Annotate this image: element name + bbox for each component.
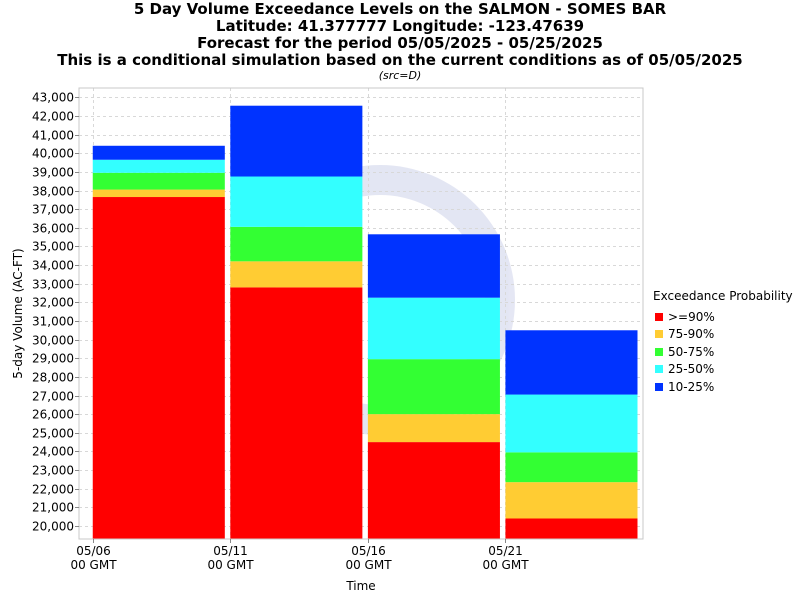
y-tick-label: 39,000	[32, 166, 74, 180]
bar-segment	[92, 172, 225, 190]
chart-subtitle: (src=D)	[378, 69, 422, 82]
y-tick-label: 42,000	[32, 110, 74, 124]
y-tick-label: 43,000	[32, 91, 74, 105]
bar-segment	[505, 330, 638, 395]
y-tick-label: 23,000	[32, 464, 74, 478]
x-tick-date: 05/21	[488, 544, 523, 558]
x-tick-date: 05/06	[76, 544, 111, 558]
legend-label: 10-25%	[668, 379, 715, 394]
chart-title-line-2: Latitude: 41.377777 Longitude: -123.4763…	[215, 17, 585, 35]
bar-segment	[230, 176, 363, 227]
bar-stacks	[92, 105, 638, 540]
x-tick-date: 05/11	[213, 544, 248, 558]
x-tick-time: 00 GMT	[345, 558, 392, 572]
y-tick-label: 29,000	[32, 352, 74, 366]
bar-segment	[367, 442, 500, 539]
bar-segment	[505, 452, 638, 483]
legend: Exceedance Probability >=90% 75-90% 50-7…	[653, 289, 793, 396]
x-tick-time: 00 GMT	[70, 558, 117, 572]
legend-swatch	[655, 312, 663, 321]
bar-segment	[230, 226, 363, 262]
y-axis-label: 5-day Volume (AC-FT)	[11, 248, 25, 378]
legend-swatch	[655, 330, 663, 339]
y-tick-label: 20,000	[32, 520, 74, 534]
bar-segment	[92, 197, 225, 540]
bar-segment	[367, 234, 500, 298]
legend-label: >=90%	[668, 309, 715, 324]
y-tick-label: 28,000	[32, 371, 74, 385]
bar-segment	[367, 414, 500, 443]
y-tick-label: 38,000	[32, 185, 74, 199]
legend-swatch	[655, 382, 663, 391]
plot-area-border	[78, 87, 644, 540]
bar-segment	[92, 189, 225, 198]
y-tick-label: 40,000	[32, 147, 74, 161]
x-tick-time: 00 GMT	[482, 558, 529, 572]
bar-segment	[505, 394, 638, 453]
bar-segment	[367, 297, 500, 360]
chart-title-line-4: This is a conditional simulation based o…	[57, 51, 743, 69]
legend-swatch	[655, 365, 663, 374]
y-tick-label: 21,000	[32, 501, 74, 515]
y-tick-label: 34,000	[32, 259, 74, 273]
y-tick-label: 32,000	[32, 296, 74, 310]
y-axis-ticks: 20,000 21,000 22,000 23,000 24,000 25,000 26,0…	[32, 91, 79, 534]
bar-segment	[505, 482, 638, 519]
y-tick-label: 27,000	[32, 390, 74, 404]
y-tick-label: 26,000	[32, 408, 74, 422]
bar-segment	[505, 518, 638, 539]
y-tick-label: 33,000	[32, 278, 74, 292]
y-tick-label: 24,000	[32, 445, 74, 459]
y-tick-label: 41,000	[32, 129, 74, 143]
bar-segment	[367, 359, 500, 415]
y-tick-label: 30,000	[32, 334, 74, 348]
legend-swatch	[655, 347, 663, 356]
y-tick-label: 37,000	[32, 203, 74, 217]
legend-item: >=90%	[653, 308, 793, 326]
legend-item: 25-50%	[653, 361, 793, 379]
legend-title: Exceedance Probability	[653, 289, 793, 303]
legend-item: 50-75%	[653, 343, 793, 361]
legend-item: 75-90%	[653, 326, 793, 344]
bar-segment	[230, 261, 363, 288]
bar-segment	[92, 145, 225, 160]
bar-segment	[230, 105, 363, 177]
bar-segment	[92, 159, 225, 173]
chart-title-line-1: 5 Day Volume Exceedance Levels on the SA…	[133, 0, 667, 18]
y-tick-label: 31,000	[32, 315, 74, 329]
legend-label: 25-50%	[668, 362, 715, 377]
x-tick-time: 00 GMT	[207, 558, 254, 572]
chart-title-line-3: Forecast for the period 05/05/2025 - 05/…	[197, 34, 603, 52]
y-tick-label: 35,000	[32, 240, 74, 254]
y-tick-label: 25,000	[32, 427, 74, 441]
x-axis-label: Time	[345, 579, 375, 593]
y-tick-label: 36,000	[32, 222, 74, 236]
legend-label: 50-75%	[668, 344, 715, 359]
legend-label: 75-90%	[668, 327, 715, 342]
bar-segment	[230, 287, 363, 539]
y-tick-label: 22,000	[32, 483, 74, 497]
axes	[78, 87, 644, 540]
legend-item: 10-25%	[653, 378, 793, 396]
chart-titles: 5 Day Volume Exceedance Levels on the SA…	[0, 1, 800, 83]
x-tick-date: 05/16	[351, 544, 386, 558]
